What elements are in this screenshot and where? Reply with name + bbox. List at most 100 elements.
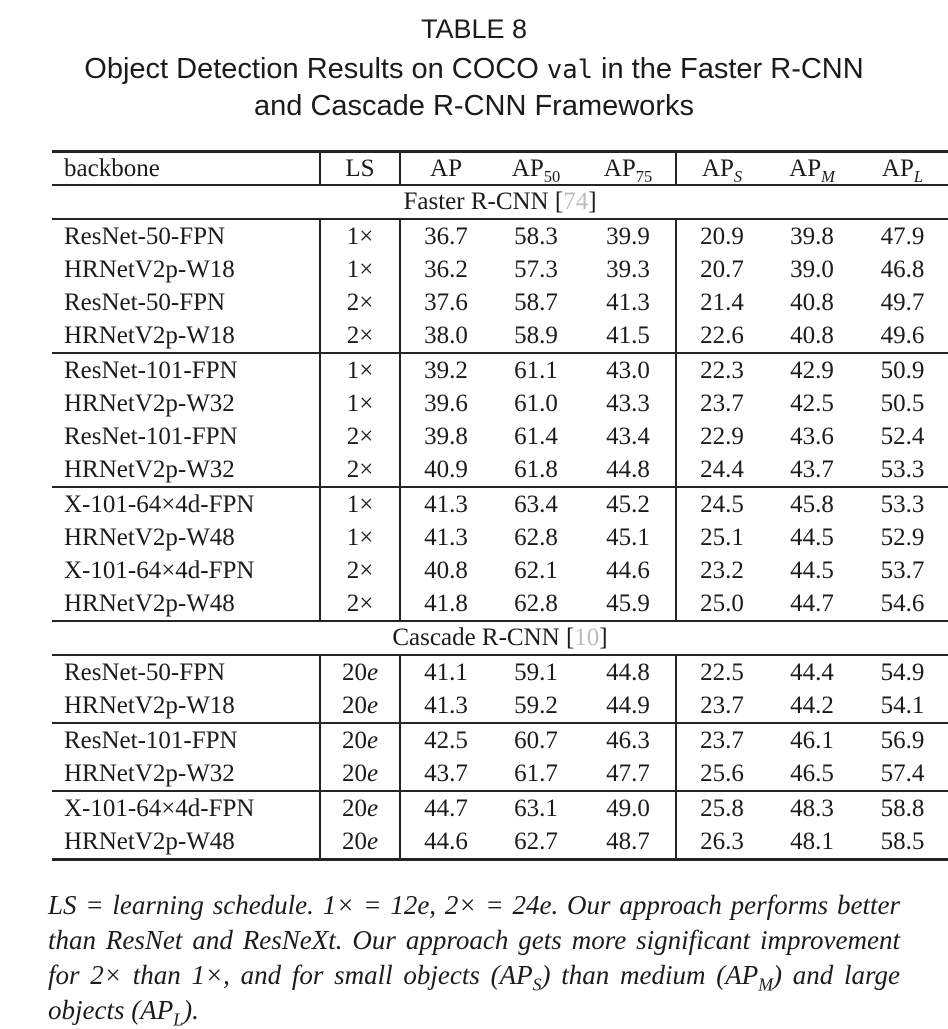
value-cell: 58.5 <box>880 827 925 855</box>
column-header-apm: APM <box>767 151 857 186</box>
value-cell: 62.8 <box>514 523 558 551</box>
value-cell: 23.2 <box>700 556 744 584</box>
inline-code-val: val <box>546 55 593 85</box>
backbone-cell: ResNet-50-FPN <box>52 286 321 319</box>
value-cell: 42.5 <box>400 722 491 757</box>
value-cell: 63.4 <box>491 486 581 521</box>
table-row: X-101-64×4d-FPN 1× 41.3 63.4 45.2 24.5 45.8 53.… <box>52 486 948 521</box>
value-cell: 39.6 <box>424 389 468 417</box>
results-table: backbone LS AP AP50 AP75 APS APM APL Faster R-C… <box>52 150 948 861</box>
backbone-cell: ResNet-50-FPN <box>52 218 321 253</box>
value-cell: 36.2 <box>424 255 468 283</box>
value-cell: 59.1 <box>491 654 581 689</box>
backbone-cell: HRNetV2p-W48 <box>52 825 321 860</box>
value-cell: 48.1 <box>790 827 834 855</box>
value-cell: 20.7 <box>700 255 744 283</box>
table-row: HRNetV2p-W18 1× 36.2 57.3 39.3 20.7 39.0 46.8 <box>52 253 948 286</box>
table-row: HRNetV2p-W48 1× 41.3 62.8 45.1 25.1 44.5 52.9 <box>52 521 948 554</box>
table-row: ResNet-101-FPN 20e 42.5 60.7 46.3 23.7 46.1 56.… <box>52 722 948 757</box>
backbone-cell: HRNetV2p-W32 <box>52 757 321 791</box>
value-cell: 54.9 <box>857 654 948 689</box>
value-cell: 58.8 <box>857 790 948 825</box>
ls-cell: 20e <box>320 722 401 757</box>
citation-ref: 10 <box>574 624 600 651</box>
subtitle-text: Object Detection Results on COCO <box>84 53 547 85</box>
column-header-subscript: 50 <box>543 166 561 185</box>
value-cell: 40.8 <box>790 321 834 349</box>
value-cell: 40.8 <box>424 556 468 584</box>
value-cell: 43.7 <box>790 455 834 483</box>
table-row: ResNet-101-FPN 1× 39.2 61.1 43.0 22.3 42.9 50.9 <box>52 352 948 387</box>
value-cell: 44.7 <box>400 790 491 825</box>
table-title: Object Detection Results on COCO val in … <box>0 51 948 124</box>
value-cell: 63.1 <box>491 790 581 825</box>
value-cell: 61.0 <box>514 389 558 417</box>
value-cell: 62.8 <box>514 589 558 617</box>
caption-subscript: S <box>532 974 542 995</box>
value-cell: 39.3 <box>581 253 677 286</box>
caption-line: LS = learning schedule. 1× = 12e, 2× = 2… <box>48 890 900 920</box>
column-header-ap75: AP75 <box>581 151 677 186</box>
ls-epoch-suffix: e <box>366 658 379 686</box>
ls-cell: 2× <box>320 453 401 487</box>
value-cell: 23.7 <box>700 389 744 417</box>
value-cell: 25.0 <box>700 589 744 617</box>
ls-epoch-suffix: e <box>366 759 379 787</box>
value-cell: 39.2 <box>400 352 491 387</box>
table-body: Faster R-CNN [74] ResNet-50-FPN 1× 36.7 58.3… <box>52 184 948 860</box>
section-title: Cascade R-CNN [10] <box>52 620 948 656</box>
value-cell: 48.7 <box>581 825 677 860</box>
section-title: Faster R-CNN [74] <box>52 184 948 220</box>
value-cell: 44.4 <box>767 654 857 689</box>
backbone-cell: HRNetV2p-W18 <box>52 253 321 286</box>
value-cell: 43.7 <box>424 759 468 787</box>
value-cell: 46.1 <box>767 722 857 757</box>
ls-cell: 20e <box>320 654 401 689</box>
value-cell: 58.9 <box>514 321 558 349</box>
value-cell: 44.8 <box>581 654 677 689</box>
value-cell: 61.1 <box>491 352 581 387</box>
backbone-cell: X-101-64×4d-FPN <box>52 486 321 521</box>
value-cell: 61.8 <box>514 455 558 483</box>
ls-cell: 2× <box>320 587 401 621</box>
value-cell: 26.3 <box>700 827 744 855</box>
value-cell: 38.0 <box>424 321 468 349</box>
value-cell: 46.8 <box>880 255 925 283</box>
backbone-cell: X-101-64×4d-FPN <box>52 790 321 825</box>
value-cell: 53.7 <box>880 556 925 584</box>
value-cell: 49.6 <box>880 321 925 349</box>
value-cell: 52.4 <box>880 422 925 450</box>
table-row: X-101-64×4d-FPN 2× 40.8 62.1 44.6 23.2 44.5 53.… <box>52 554 948 587</box>
value-cell: 21.4 <box>700 288 744 316</box>
value-cell: 47.9 <box>857 218 948 253</box>
value-cell: 23.7 <box>700 691 744 719</box>
column-header-subscript: 75 <box>635 166 653 185</box>
value-cell: 41.3 <box>581 286 677 319</box>
ls-epoch-suffix: e <box>366 827 379 855</box>
column-header-apl: APL <box>857 151 948 186</box>
value-cell: 39.8 <box>424 422 468 450</box>
value-cell: 44.7 <box>790 589 834 617</box>
column-header-aps: APS <box>676 151 767 186</box>
table-row: HRNetV2p-W32 20e 43.7 61.7 47.7 25.6 46.5 57.4 <box>52 757 948 791</box>
value-cell: 62.7 <box>514 827 558 855</box>
value-cell: 44.2 <box>790 691 834 719</box>
value-cell: 44.5 <box>790 556 834 584</box>
table-row: HRNetV2p-W32 2× 40.9 61.8 44.8 24.4 43.7 53.3 <box>52 453 948 487</box>
value-cell: 45.8 <box>767 486 857 521</box>
value-cell: 43.3 <box>581 387 677 420</box>
value-cell: 44.9 <box>581 689 677 723</box>
ls-cell: 2× <box>320 420 401 453</box>
value-cell: 36.7 <box>400 218 491 253</box>
ls-cell: 2× <box>320 286 401 319</box>
value-cell: 42.9 <box>767 352 857 387</box>
table-row: ResNet-50-FPN 1× 36.7 58.3 39.9 20.9 39.8 47.9 <box>52 218 948 253</box>
value-cell: 39.8 <box>767 218 857 253</box>
table-row: HRNetV2p-W18 2× 38.0 58.9 41.5 22.6 40.8 49.6 <box>52 319 948 353</box>
value-cell: 40.8 <box>790 288 834 316</box>
citation-ref: 74 <box>563 188 589 215</box>
backbone-cell: HRNetV2p-W32 <box>52 453 321 487</box>
value-cell: 22.5 <box>676 654 767 689</box>
subtitle-line: and Cascade R-CNN Frameworks <box>0 88 948 124</box>
